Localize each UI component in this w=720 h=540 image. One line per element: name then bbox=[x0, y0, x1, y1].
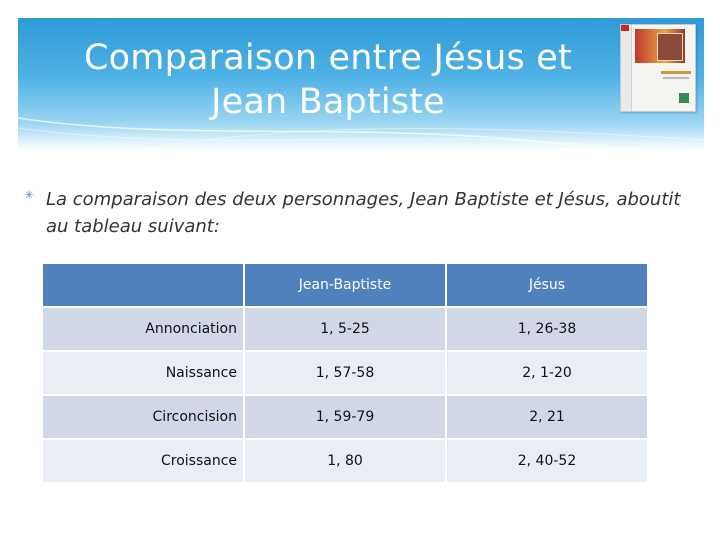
table-row: Croissance 1, 80 2, 40-52 bbox=[43, 439, 649, 484]
bullet-star-icon: ✳ bbox=[24, 188, 35, 202]
book-spine bbox=[621, 25, 632, 111]
table-row-label: Annonciation bbox=[43, 307, 245, 352]
comparison-table: Jean-Baptiste Jésus Annonciation 1, 5-25… bbox=[43, 264, 649, 484]
slide-title: Comparaison entre Jésus et Jean Baptiste bbox=[38, 36, 618, 124]
table-cell: 2, 21 bbox=[446, 395, 649, 440]
slide-title-line1: Comparaison entre Jésus et bbox=[84, 38, 572, 78]
table-header-cell: Jean-Baptiste bbox=[244, 264, 447, 308]
book-subtitle-bar bbox=[663, 77, 689, 79]
table-cell: 1, 59-79 bbox=[244, 395, 447, 440]
table-row-label: Naissance bbox=[43, 351, 245, 396]
title-banner: Comparaison entre Jésus et Jean Baptiste bbox=[18, 18, 704, 150]
table-header-row: Jean-Baptiste Jésus bbox=[43, 264, 649, 308]
book-title-bar bbox=[661, 71, 691, 74]
bullet-text: La comparaison des deux personnages, Jea… bbox=[46, 189, 681, 237]
table-header-cell: Jésus bbox=[446, 264, 649, 308]
table-cell: 1, 26-38 bbox=[446, 307, 649, 352]
table-row-label: Circoncision bbox=[43, 395, 245, 440]
table-cell: 1, 5-25 bbox=[244, 307, 447, 352]
table-row: Circoncision 1, 59-79 2, 21 bbox=[43, 395, 649, 440]
table-row-label: Croissance bbox=[43, 439, 245, 484]
book-logo-square bbox=[679, 93, 689, 103]
book-cover-photo bbox=[657, 33, 683, 61]
slide-title-line2: Jean Baptiste bbox=[211, 82, 445, 122]
table-cell: 2, 40-52 bbox=[446, 439, 649, 484]
banner-swoosh-lines bbox=[18, 117, 704, 150]
book-corner-mark bbox=[621, 25, 629, 31]
table-row: Annonciation 1, 5-25 1, 26-38 bbox=[43, 307, 649, 352]
table-cell: 2, 1-20 bbox=[446, 351, 649, 396]
table-row: Naissance 1, 57-58 2, 1-20 bbox=[43, 351, 649, 396]
table-cell: 1, 57-58 bbox=[244, 351, 447, 396]
table-header-cell bbox=[43, 264, 245, 308]
table-cell: 1, 80 bbox=[244, 439, 447, 484]
book-cover-thumbnail bbox=[620, 24, 696, 112]
